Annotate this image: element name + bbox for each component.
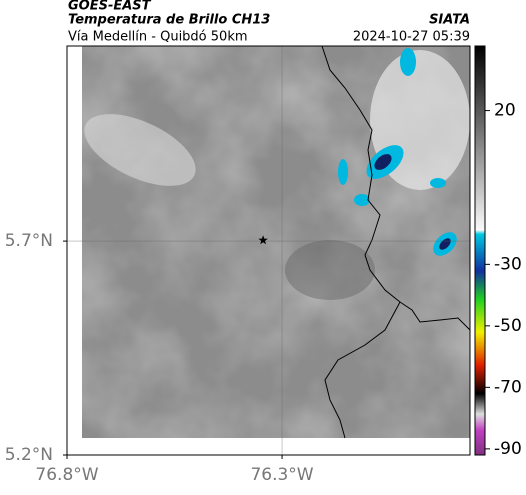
x-tick-label: 76.8°W	[35, 465, 98, 485]
location-marker	[258, 235, 268, 245]
product: Temperatura de Brillo CH13	[68, 13, 270, 28]
border	[321, 45, 471, 331]
org: SIATA	[429, 13, 470, 28]
colorbar-label: 20	[494, 101, 516, 121]
labels: 76.8°W 76.3°W 5.2°N 5.7°N 20 -30 -50 -70 -90	[5, 101, 522, 485]
cold-top	[430, 178, 446, 188]
y-tick-label: 5.7°N	[5, 231, 53, 251]
cold-top	[374, 154, 392, 170]
cold-top	[354, 194, 370, 206]
border	[324, 301, 401, 439]
frame	[66, 45, 471, 456]
cold-top	[338, 159, 348, 185]
y-tick-label: 5.2°N	[5, 445, 53, 465]
satellite: GOES-EAST	[68, 0, 152, 14]
cloud	[285, 240, 375, 300]
route: Vía Medellín - Quibdó 50km	[68, 30, 248, 45]
colorbar	[474, 45, 486, 456]
satellite-image	[82, 45, 471, 439]
colorbar-label: -90	[494, 439, 522, 459]
colorbar-label: -50	[494, 316, 522, 336]
colorbar-label: -30	[494, 254, 522, 274]
cold-top	[400, 48, 416, 76]
x-tick-label: 76.3°W	[250, 465, 313, 485]
colorbar-label: -70	[494, 377, 522, 397]
timestamp: 2024-10-27 05:39	[353, 30, 470, 45]
cloud	[84, 114, 196, 186]
